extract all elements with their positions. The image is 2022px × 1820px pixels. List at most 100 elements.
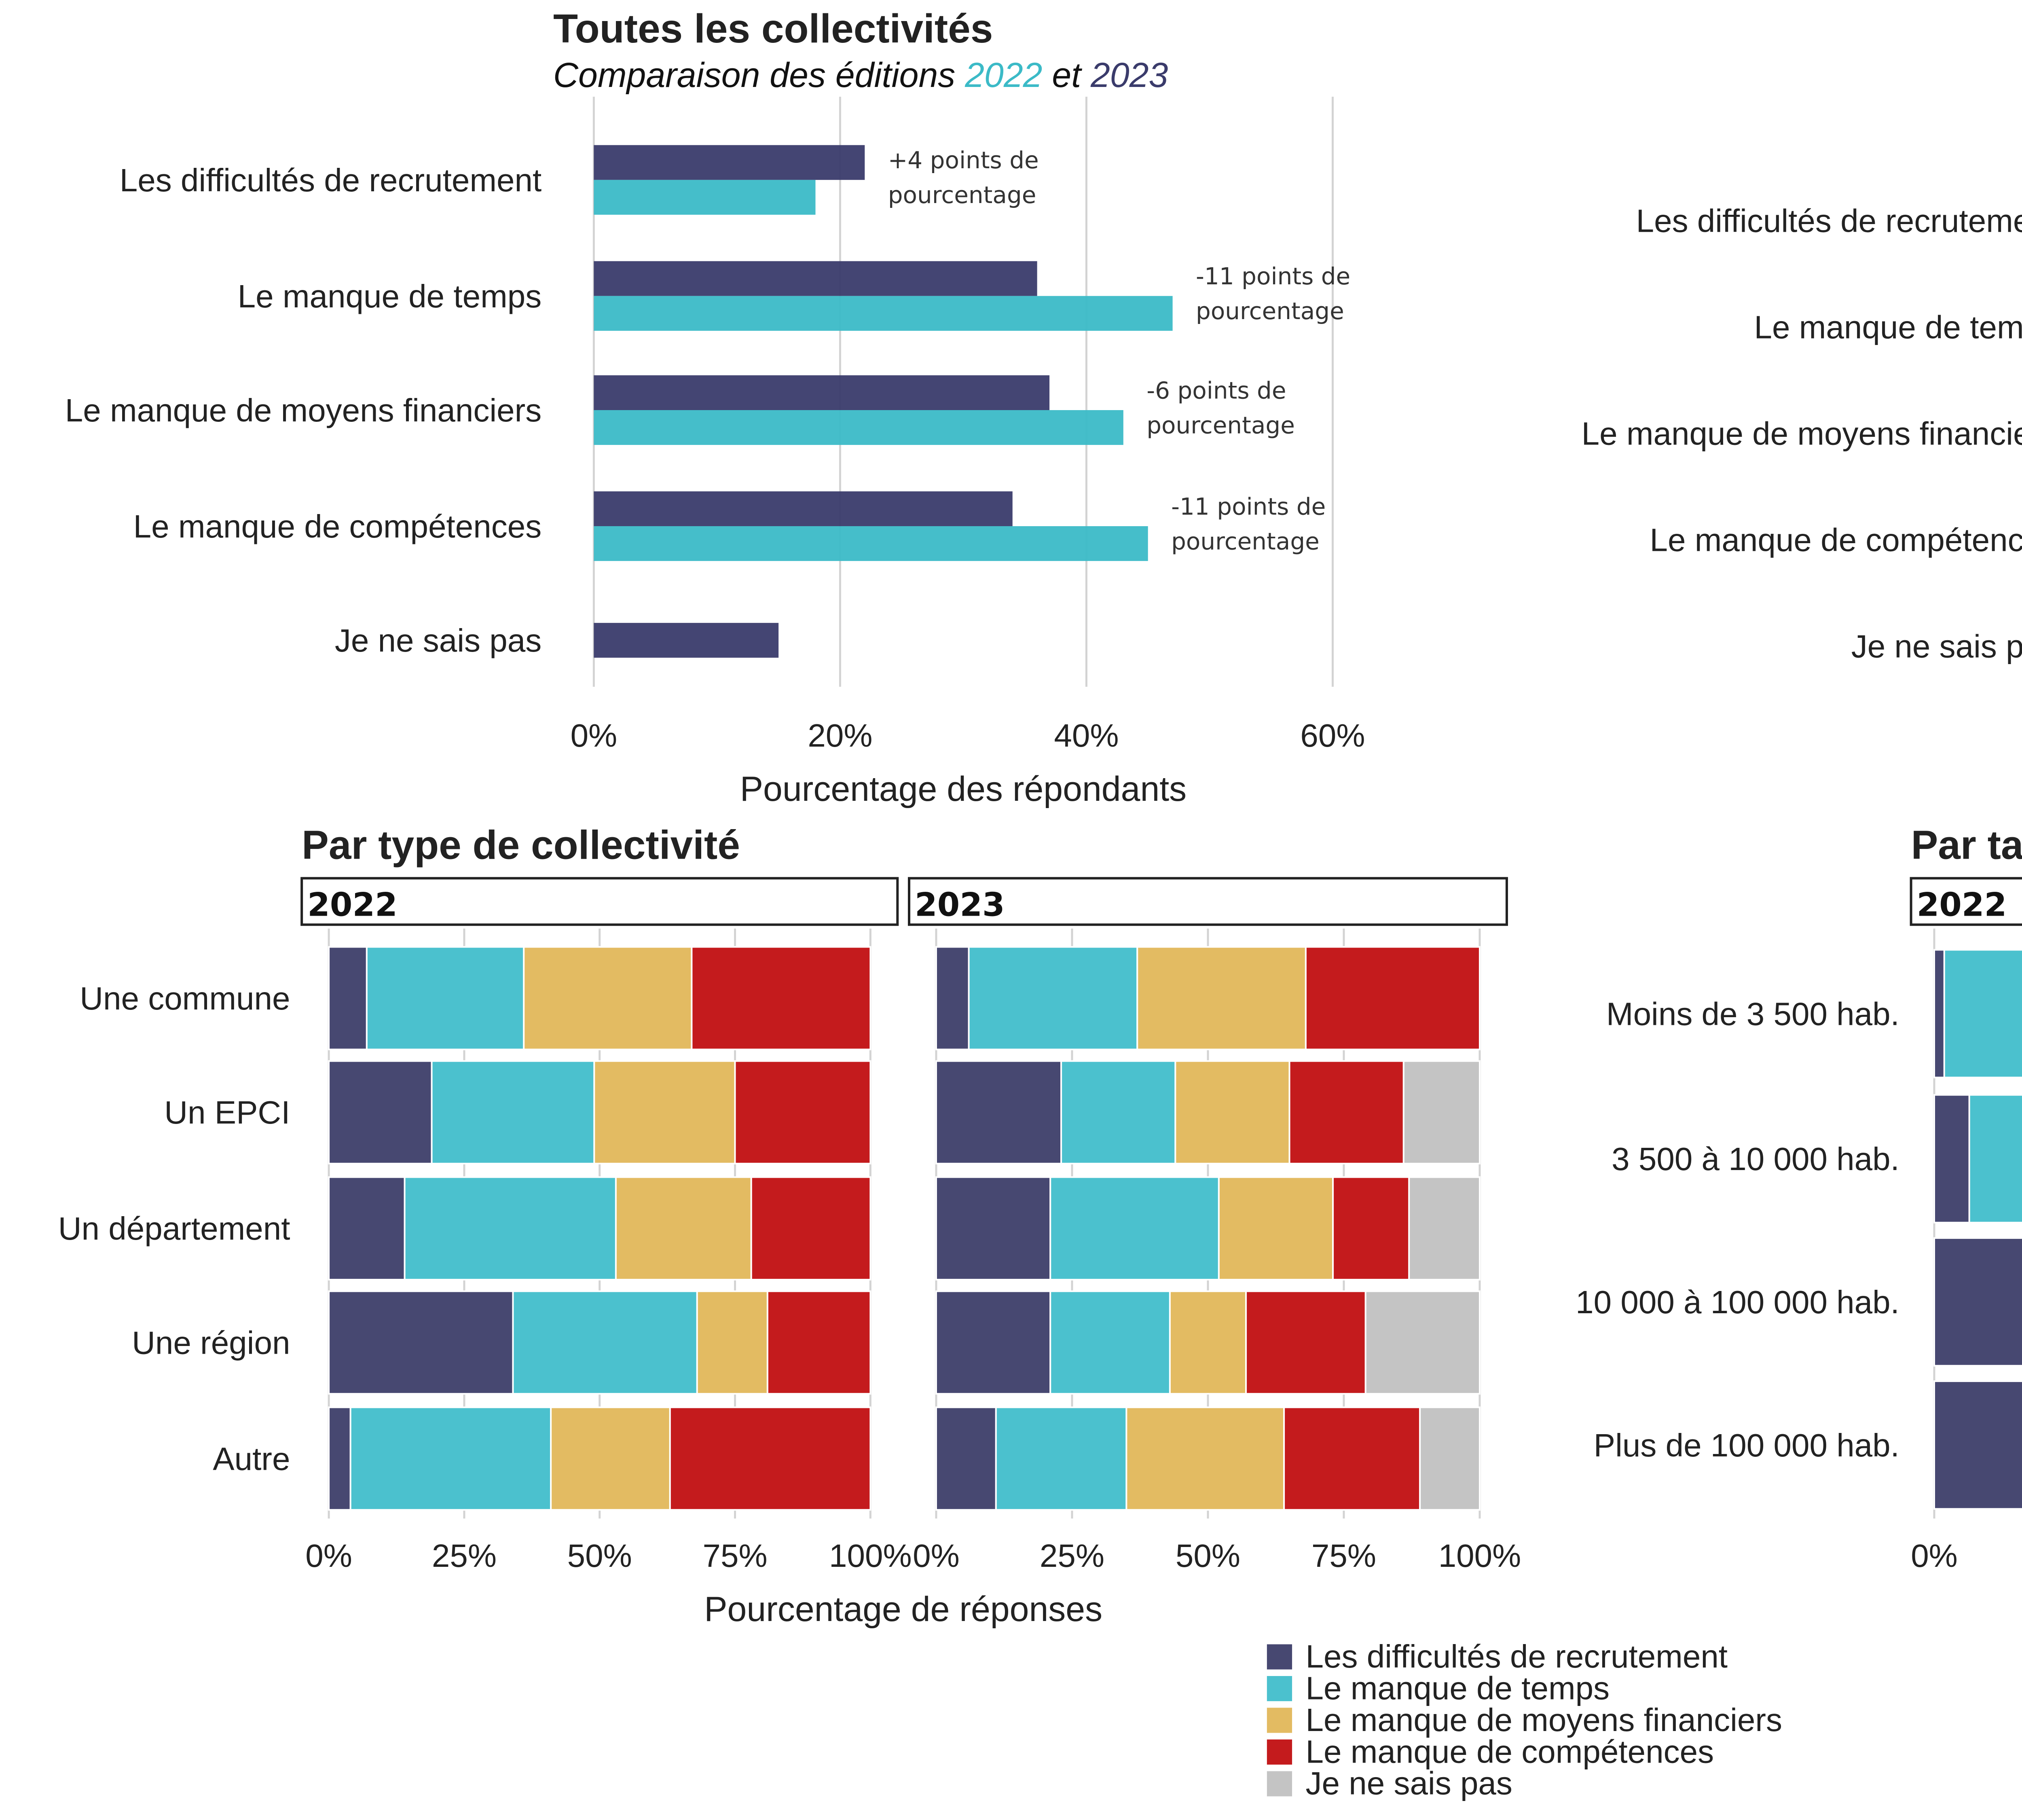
bar-segment-recrutement xyxy=(328,946,368,1050)
bar-segment-recrutement xyxy=(328,1406,351,1511)
bar-segment-moyens xyxy=(593,1060,736,1164)
x-tick-label: 25% xyxy=(432,1538,497,1574)
facet-strip xyxy=(1910,877,2022,926)
bar-2023 xyxy=(594,145,865,180)
bar-segment-nsp xyxy=(1402,1060,1481,1164)
bar-segment-temps xyxy=(1943,949,2022,1079)
category-label: Je ne sais pas xyxy=(335,622,541,658)
legend-swatch-recrutement xyxy=(1267,1644,1292,1670)
bar-segment-moyens xyxy=(615,1176,752,1280)
chart-subtitle: Comparaison des éditions 2022 et 2023 xyxy=(553,56,1168,95)
chart-toutes: Toutes les collectivités Comparaison des … xyxy=(65,6,1365,808)
bar-segment-temps xyxy=(404,1176,617,1280)
bar-segment-nsp xyxy=(1364,1290,1481,1395)
bar-segment-competences xyxy=(1288,1060,1404,1164)
bar-segment-competences xyxy=(750,1176,871,1280)
category-label: Une région xyxy=(132,1325,290,1361)
category-label: Le manque de moyens financiers xyxy=(65,392,541,428)
subtitle-year-2022: 2022 xyxy=(964,56,1042,95)
bar-segment-temps xyxy=(1968,1094,2022,1223)
bar-2022 xyxy=(594,526,1148,561)
change-annotation-line1: +4 points de xyxy=(888,146,1039,174)
bar-2022 xyxy=(594,410,1123,445)
x-tick-label: 40% xyxy=(1054,717,1119,753)
subtitle-mid: et xyxy=(1043,56,1091,95)
bar-segment-recrutement xyxy=(1933,1237,2022,1367)
bar-segment-recrutement xyxy=(935,1290,1051,1395)
category-label: 3 500 à 10 000 hab. xyxy=(1612,1141,1899,1177)
bar-segment-temps xyxy=(1049,1176,1220,1280)
bar-segment-temps xyxy=(995,1406,1127,1511)
bar-segment-competences xyxy=(1283,1406,1421,1511)
bar-segment-competences xyxy=(1332,1176,1410,1280)
bar-segment-temps xyxy=(968,946,1138,1050)
chart-title: Par type de collectivité xyxy=(302,823,740,868)
category-label: Plus de 100 000 hab. xyxy=(1594,1427,1899,1463)
legend-label: Le manque de moyens financiers xyxy=(1306,1702,1782,1738)
legend-swatch-temps xyxy=(1267,1676,1292,1701)
bar-segment-recrutement xyxy=(328,1290,514,1395)
category-label: Autre xyxy=(213,1441,290,1477)
bar-segment-nsp xyxy=(1419,1406,1481,1511)
x-tick-label: 50% xyxy=(567,1538,632,1574)
subtitle-year-2023: 2023 xyxy=(1090,56,1168,95)
bar-segment-recrutement xyxy=(935,1060,1062,1164)
bar-2023 xyxy=(594,491,1013,526)
bar-segment-moyens xyxy=(523,946,693,1050)
facet-strip-label: 2022 xyxy=(307,886,398,923)
bar-segment-temps xyxy=(1049,1290,1171,1395)
x-tick-label: 20% xyxy=(808,717,872,753)
facet-strip-label: 2022 xyxy=(1917,886,2007,923)
x-tick-label: 0% xyxy=(1911,1538,1958,1574)
legend-label: Les difficultés de recrutement xyxy=(1306,1638,1728,1674)
category-label: 10 000 à 100 000 hab. xyxy=(1576,1284,1899,1320)
bar-segment-recrutement xyxy=(328,1060,433,1164)
category-label: Un EPCI xyxy=(164,1094,290,1130)
x-axis-label: Pourcentage des répondants xyxy=(740,770,1187,808)
bar-2022 xyxy=(594,180,816,215)
facet-strip-label: 2023 xyxy=(915,886,1005,923)
bar-2023 xyxy=(594,261,1037,296)
x-tick-label: 50% xyxy=(1176,1538,1240,1574)
bar-segment-competences xyxy=(669,1406,871,1511)
bar-segment-temps xyxy=(512,1290,698,1395)
x-tick-label: 100% xyxy=(829,1538,912,1574)
bar-segment-competences xyxy=(766,1290,871,1395)
bar-segment-recrutement xyxy=(935,1406,997,1511)
category-label: Le manque de temps xyxy=(1754,309,2022,345)
facet-strip xyxy=(300,877,899,926)
bar-segment-moyens xyxy=(1136,946,1307,1050)
bar-segment-recrutement xyxy=(935,946,970,1050)
bar-segment-moyens xyxy=(1174,1060,1290,1164)
bar-segment-moyens xyxy=(696,1290,768,1395)
category-label: Le manque de compétences xyxy=(1650,522,2022,558)
legend-label: Le manque de temps xyxy=(1306,1670,1610,1706)
bar-2022 xyxy=(594,296,1173,331)
legend-label: Le manque de compétences xyxy=(1306,1733,1714,1769)
bar-segment-moyens xyxy=(1125,1406,1285,1511)
bar-2023 xyxy=(594,623,779,658)
x-tick-label: 75% xyxy=(1311,1538,1376,1574)
bar-segment-recrutement xyxy=(1933,1094,1970,1223)
bar-segment-nsp xyxy=(1408,1176,1481,1280)
legend-swatch-nsp xyxy=(1267,1771,1292,1797)
change-annotation-line1: -11 points de xyxy=(1196,262,1350,290)
bar-segment-temps xyxy=(349,1406,552,1511)
category-label: Moins de 3 500 hab. xyxy=(1606,996,1899,1032)
change-annotation-line2: pourcentage xyxy=(1146,411,1295,439)
change-annotation-line1: -6 points de xyxy=(1146,377,1286,404)
chart-title: Toutes les collectivités xyxy=(553,6,993,51)
category-label: Un département xyxy=(58,1211,290,1246)
bar-segment-temps xyxy=(366,946,525,1050)
chart-type: Par type de collectivité Une commune Un EP… xyxy=(58,823,1521,1629)
bar-segment-moyens xyxy=(1218,1176,1334,1280)
category-label: Le manque de compétences xyxy=(133,508,542,544)
legend-swatch-moyens xyxy=(1267,1708,1292,1733)
category-label: Une commune xyxy=(80,980,290,1016)
bar-segment-temps xyxy=(431,1060,595,1164)
legend-swatch-competences xyxy=(1267,1739,1292,1765)
